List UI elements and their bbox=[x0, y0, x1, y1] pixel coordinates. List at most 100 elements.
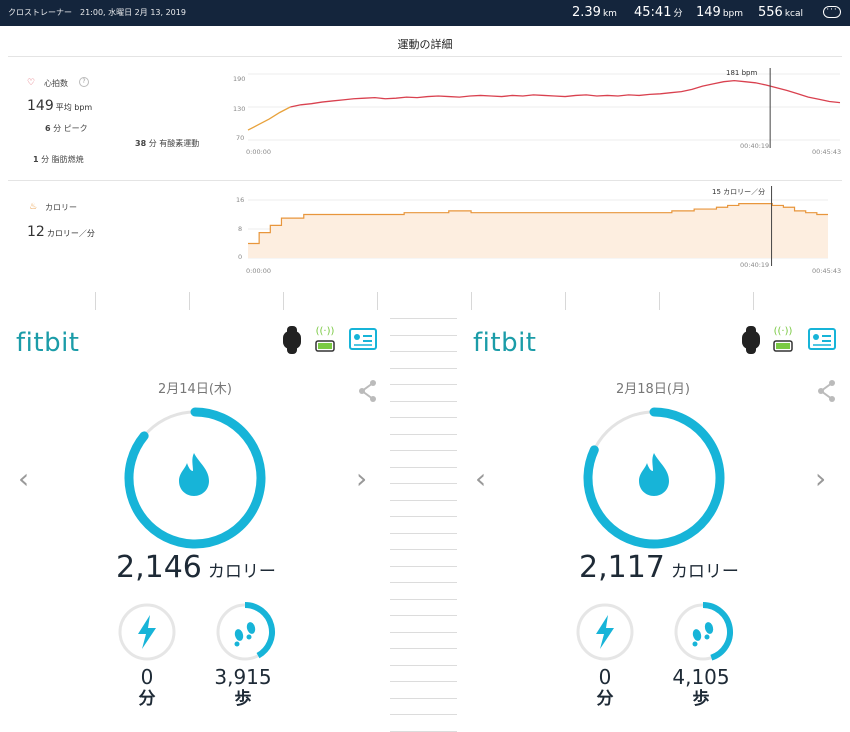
ruled-line bbox=[390, 367, 457, 369]
ruled-line bbox=[390, 714, 457, 715]
calorie-total: 2,117 カロリー bbox=[579, 550, 739, 585]
ruled-line bbox=[390, 532, 457, 534]
calorie-rate: 12 カロリー／分 bbox=[27, 224, 95, 240]
divider bbox=[8, 56, 842, 57]
hr-xstart: 0:00:00 bbox=[246, 148, 272, 156]
grid-line bbox=[189, 292, 190, 310]
tracker-icon[interactable] bbox=[280, 326, 304, 354]
ruled-line bbox=[390, 318, 457, 319]
calorie-area bbox=[248, 203, 828, 258]
ruled-line bbox=[390, 417, 457, 418]
middle-gap bbox=[390, 310, 457, 732]
duration-stat: 45:41 分 bbox=[634, 5, 683, 20]
calorie-label: カロリー bbox=[45, 203, 77, 212]
grid-line bbox=[659, 292, 660, 310]
flame-icon bbox=[179, 453, 209, 496]
steps-ring[interactable] bbox=[214, 601, 276, 663]
heart-peak: 6 分 ピーク bbox=[45, 124, 88, 133]
cal-xend: 00:45:43 bbox=[812, 267, 842, 275]
flame-icon bbox=[639, 453, 669, 496]
profile-card-icon[interactable] bbox=[808, 328, 836, 350]
grid-line bbox=[753, 292, 754, 310]
heart-icon: ♡ bbox=[27, 78, 36, 88]
heart-rate-chart bbox=[247, 68, 841, 148]
heart-cardio: 38 分 有酸素運動 bbox=[135, 139, 200, 148]
ruled-line bbox=[390, 400, 457, 402]
cal-marker-time: 00:40:19 bbox=[740, 261, 770, 269]
tracker-icon[interactable] bbox=[739, 326, 763, 354]
ruled-line bbox=[390, 631, 457, 633]
ruled-line bbox=[390, 549, 457, 550]
panel-date: 2月18日(月) bbox=[616, 382, 690, 397]
flame-icon: ♨ bbox=[29, 202, 38, 212]
ring-progress bbox=[583, 407, 725, 549]
ruled-line bbox=[390, 615, 457, 616]
calories-stat: 556 kcal bbox=[758, 5, 804, 20]
heart-stat: 149 bpm bbox=[696, 5, 744, 20]
heart-label: 心拍数 bbox=[44, 79, 68, 88]
info-icon[interactable]: ? bbox=[79, 77, 89, 87]
grid-line bbox=[95, 292, 96, 310]
next-day-arrow[interactable]: › bbox=[356, 462, 368, 495]
active-minutes-ring[interactable] bbox=[574, 601, 636, 663]
active-minutes-ring[interactable] bbox=[116, 601, 178, 663]
ruled-line bbox=[390, 664, 457, 666]
cal-marker-label: 15 カロリー／分 bbox=[712, 188, 766, 196]
calorie-total: 2,146 カロリー bbox=[116, 550, 276, 585]
grid-line bbox=[283, 292, 284, 310]
grid-strip bbox=[0, 292, 850, 310]
heart-series bbox=[290, 79, 841, 108]
cal-ytick: 0 bbox=[238, 253, 243, 261]
distance-stat: 2.39 km bbox=[572, 5, 617, 20]
hr-ytick: 70 bbox=[236, 134, 245, 142]
svg-text:((·)): ((·)) bbox=[774, 326, 793, 337]
steps-ring[interactable] bbox=[672, 601, 734, 663]
grid-line bbox=[377, 292, 378, 310]
ruled-line bbox=[390, 384, 457, 385]
calorie-chart bbox=[248, 186, 828, 266]
more-icon[interactable]: ··· bbox=[823, 6, 841, 18]
steps-value: 3,915 歩 bbox=[214, 665, 272, 709]
grid-line bbox=[471, 292, 472, 310]
workout-detail-panel: 運動の詳細 ♡ 心拍数 ? 149 平均 bpm 6 分 ピーク 38 分 有酸素… bbox=[0, 26, 850, 292]
ruled-line bbox=[390, 450, 457, 451]
calorie-ring bbox=[124, 407, 266, 549]
svg-text:((·)): ((·)) bbox=[316, 326, 335, 337]
cal-xstart: 0:00:00 bbox=[246, 267, 272, 275]
cal-ytick: 8 bbox=[238, 225, 243, 233]
ruled-line bbox=[390, 565, 457, 567]
sync-battery-icon[interactable]: ((·)) bbox=[314, 324, 336, 354]
heart-series-warmup bbox=[247, 106, 291, 131]
share-icon[interactable] bbox=[357, 379, 379, 403]
calorie-ring bbox=[583, 407, 725, 549]
sync-battery-icon[interactable]: ((·)) bbox=[772, 324, 794, 354]
heart-fatburn: 1 分 脂肪燃焼 bbox=[33, 155, 84, 164]
cal-ytick: 16 bbox=[236, 196, 245, 204]
footprints-icon bbox=[234, 622, 256, 647]
steps-ring-progress bbox=[244, 602, 275, 659]
steps-ring-progress bbox=[702, 602, 733, 661]
panel-date: 2月14日(木) bbox=[158, 382, 232, 397]
next-day-arrow[interactable]: › bbox=[815, 462, 827, 495]
calorie-series bbox=[248, 203, 828, 245]
fitbit-logo: fitbit bbox=[16, 328, 80, 358]
top-bar: クロストレーナー 21:00, 水曜日 2月 13, 2019 2.39 km 4… bbox=[0, 0, 850, 26]
ruled-line bbox=[390, 516, 457, 517]
activity-datetime: 21:00, 水曜日 2月 13, 2019 bbox=[80, 8, 186, 17]
divider bbox=[8, 180, 842, 181]
ruled-line bbox=[390, 582, 457, 583]
ruled-line bbox=[390, 730, 457, 732]
previous-day-arrow[interactable]: ‹ bbox=[18, 462, 30, 495]
grid-line bbox=[565, 292, 566, 310]
ruled-line bbox=[390, 598, 457, 600]
detail-title: 運動の詳細 bbox=[397, 38, 453, 51]
profile-card-icon[interactable] bbox=[349, 328, 377, 350]
share-icon[interactable] bbox=[816, 379, 838, 403]
previous-day-arrow[interactable]: ‹ bbox=[475, 462, 487, 495]
hr-marker-time: 00:40:19 bbox=[740, 142, 770, 150]
ruled-line bbox=[390, 334, 457, 336]
ruled-line bbox=[390, 433, 457, 435]
